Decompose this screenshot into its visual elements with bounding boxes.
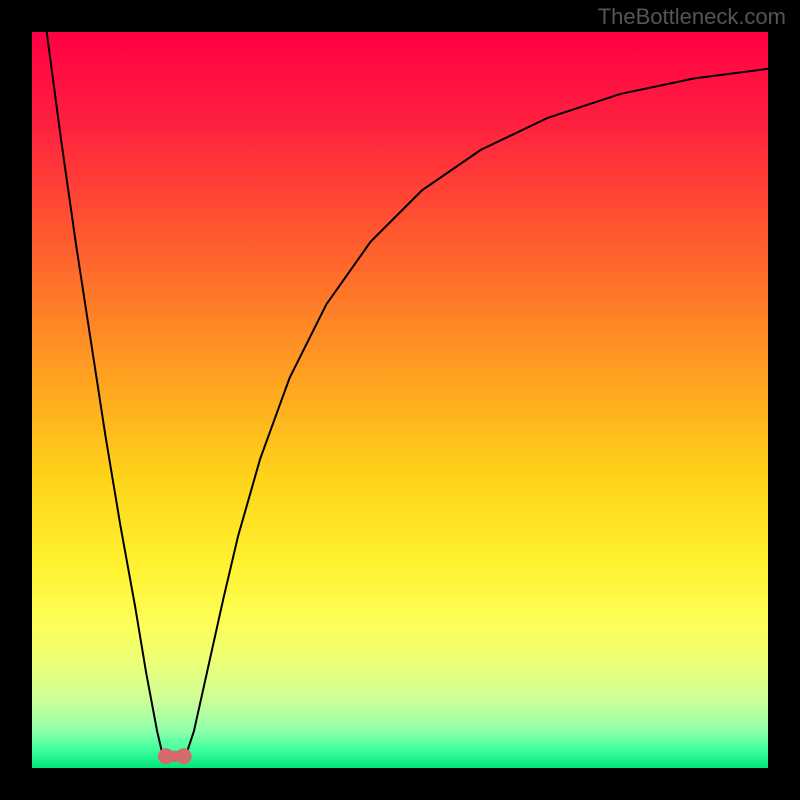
optimal-marker [158, 748, 174, 764]
watermark-text: TheBottleneck.com [598, 4, 786, 30]
chart-canvas [0, 0, 800, 800]
bottleneck-chart: TheBottleneck.com [0, 0, 800, 800]
optimal-marker [176, 748, 192, 764]
plot-background [32, 32, 768, 768]
